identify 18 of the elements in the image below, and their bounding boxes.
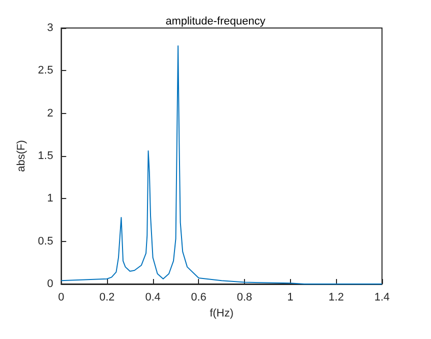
y-tick-label: 0: [47, 278, 54, 290]
x-axis-title: f(Hz): [210, 307, 234, 320]
x-tick-label: 0.8: [236, 292, 252, 304]
x-tick-label: 1.2: [328, 292, 344, 304]
y-tick-label: 2: [47, 107, 54, 120]
x-tick-label: 0.2: [99, 292, 115, 304]
y-axis-title: abs(F): [16, 140, 28, 172]
x-tick-label: 0.6: [191, 292, 206, 304]
y-tick-label: 2.5: [38, 64, 54, 77]
x-tick-label: 1.4: [374, 292, 390, 304]
y-tick-label: 1.5: [38, 150, 54, 162]
chart-title: amplitude-frequency: [166, 16, 266, 28]
x-tick-label: 0: [58, 292, 64, 304]
y-tick-label: 3: [47, 22, 54, 34]
x-tick-label: 1: [287, 292, 294, 304]
x-tick-label: 0.4: [145, 292, 160, 304]
y-tick-label: 0.5: [38, 235, 54, 248]
y-tick-label: 1: [47, 192, 54, 205]
